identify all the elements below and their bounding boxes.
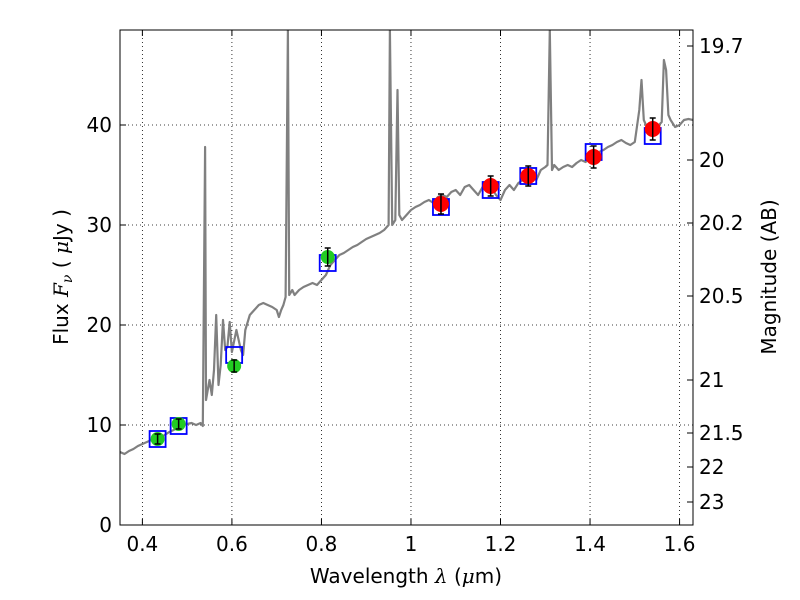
y2-tick-label: 20 bbox=[699, 148, 724, 172]
y-tick-label: 10 bbox=[87, 413, 112, 437]
y-axis-label: Flux Fν ( μJy ) bbox=[49, 209, 76, 345]
markers bbox=[148, 117, 662, 448]
ticks: 0.4 0.6 0.8 1 1.2 1.4 1.6 0 10 20 30 40 19.7 20 20.2 20… bbox=[87, 30, 744, 556]
y-tick-label: 40 bbox=[87, 113, 112, 137]
y2-tick-label: 21.5 bbox=[699, 421, 744, 445]
model-square bbox=[148, 430, 167, 448]
y2-tick-label: 20.5 bbox=[699, 284, 744, 308]
y2-tick-label: 19.7 bbox=[699, 34, 744, 58]
y2-axis-label: Magnitude (AB) bbox=[757, 199, 781, 354]
x-axis-label: Wavelength λ (μm) bbox=[310, 564, 502, 588]
y2-tick-label: 20.2 bbox=[699, 211, 744, 235]
x-tick-label: 1 bbox=[405, 532, 418, 556]
y-tick-label: 20 bbox=[87, 313, 112, 337]
y2-tick-label: 22 bbox=[699, 455, 724, 479]
y2-tick-label: 23 bbox=[699, 490, 724, 514]
grid bbox=[120, 30, 693, 526]
y2-tick-label: 21 bbox=[699, 368, 724, 392]
x-tick-label: 1.2 bbox=[485, 532, 517, 556]
x-tick-label: 1.6 bbox=[664, 532, 696, 556]
y-tick-label: 0 bbox=[99, 513, 112, 537]
x-tick-label: 0.6 bbox=[216, 532, 248, 556]
x-tick-label: 1.4 bbox=[574, 532, 606, 556]
x-tick-label: 0.8 bbox=[306, 532, 338, 556]
plot-frame bbox=[119, 29, 694, 526]
y-tick-label: 30 bbox=[87, 213, 112, 237]
x-tick-label: 0.4 bbox=[126, 532, 158, 556]
